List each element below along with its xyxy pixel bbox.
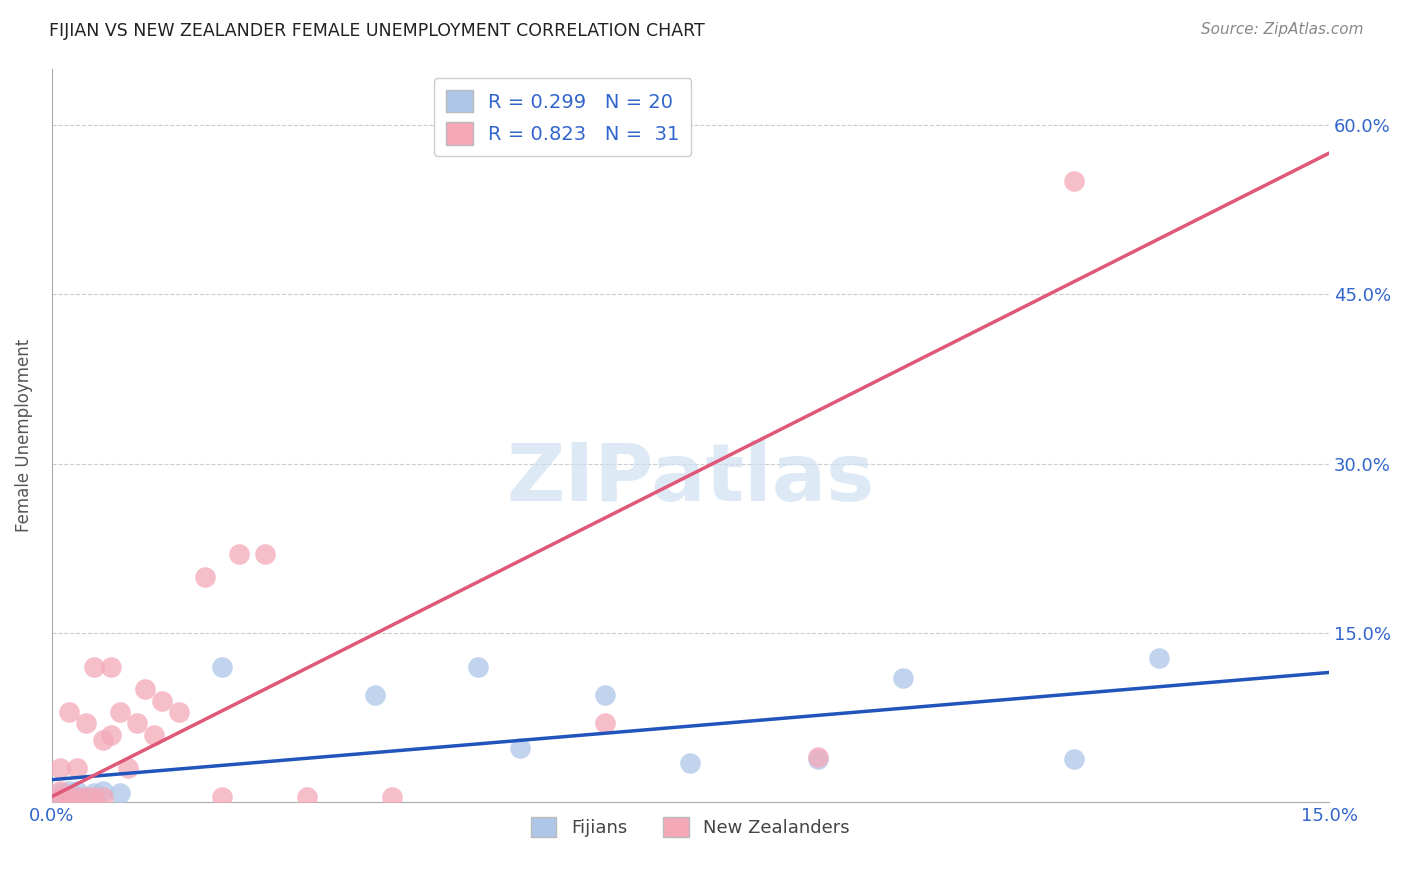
Point (49, 786, 72, 800)
Point (253, 547, 276, 561)
Point (1063, 752, 1085, 766)
Point (679, 756, 702, 770)
Point (211, 660, 233, 674)
Point (58, 789, 80, 804)
Point (100, 660, 122, 674)
Point (211, 789, 233, 804)
Point (108, 705, 131, 719)
Point (91, 789, 114, 804)
Text: ZIPatlas: ZIPatlas (506, 441, 875, 518)
Point (49, 789, 72, 804)
Point (593, 716, 616, 731)
Point (125, 716, 148, 731)
Point (593, 688, 616, 702)
Point (108, 786, 131, 800)
Legend: Fijians, New Zealanders: Fijians, New Zealanders (524, 809, 856, 845)
Text: FIJIAN VS NEW ZEALANDER FEMALE UNEMPLOYMENT CORRELATION CHART: FIJIAN VS NEW ZEALANDER FEMALE UNEMPLOYM… (49, 22, 704, 40)
Point (134, 682, 156, 697)
Point (381, 789, 404, 804)
Point (891, 671, 914, 685)
Point (295, 789, 318, 804)
Point (49, 789, 72, 804)
Point (117, 761, 139, 775)
Point (58, 789, 80, 804)
Point (1147, 650, 1170, 665)
Point (1063, 174, 1085, 188)
Point (467, 660, 489, 674)
Point (509, 741, 531, 756)
Y-axis label: Female Unemployment: Female Unemployment (15, 339, 32, 532)
Point (58, 784, 80, 798)
Point (83, 789, 105, 804)
Point (49, 784, 72, 798)
Point (66, 761, 89, 775)
Point (364, 688, 387, 702)
Point (100, 727, 122, 741)
Point (66, 789, 89, 804)
Point (66, 789, 89, 804)
Point (66, 784, 89, 798)
Point (142, 727, 165, 741)
Point (91, 733, 114, 747)
Point (807, 750, 830, 764)
Point (49, 761, 72, 775)
Point (75, 789, 97, 804)
Point (75, 716, 97, 731)
Point (58, 705, 80, 719)
Point (228, 547, 250, 561)
Point (169, 705, 191, 719)
Point (83, 660, 105, 674)
Point (91, 784, 114, 798)
Point (807, 752, 830, 766)
Point (83, 786, 105, 800)
Text: Source: ZipAtlas.com: Source: ZipAtlas.com (1201, 22, 1364, 37)
Point (152, 694, 174, 708)
Point (194, 569, 217, 583)
Point (75, 789, 97, 804)
